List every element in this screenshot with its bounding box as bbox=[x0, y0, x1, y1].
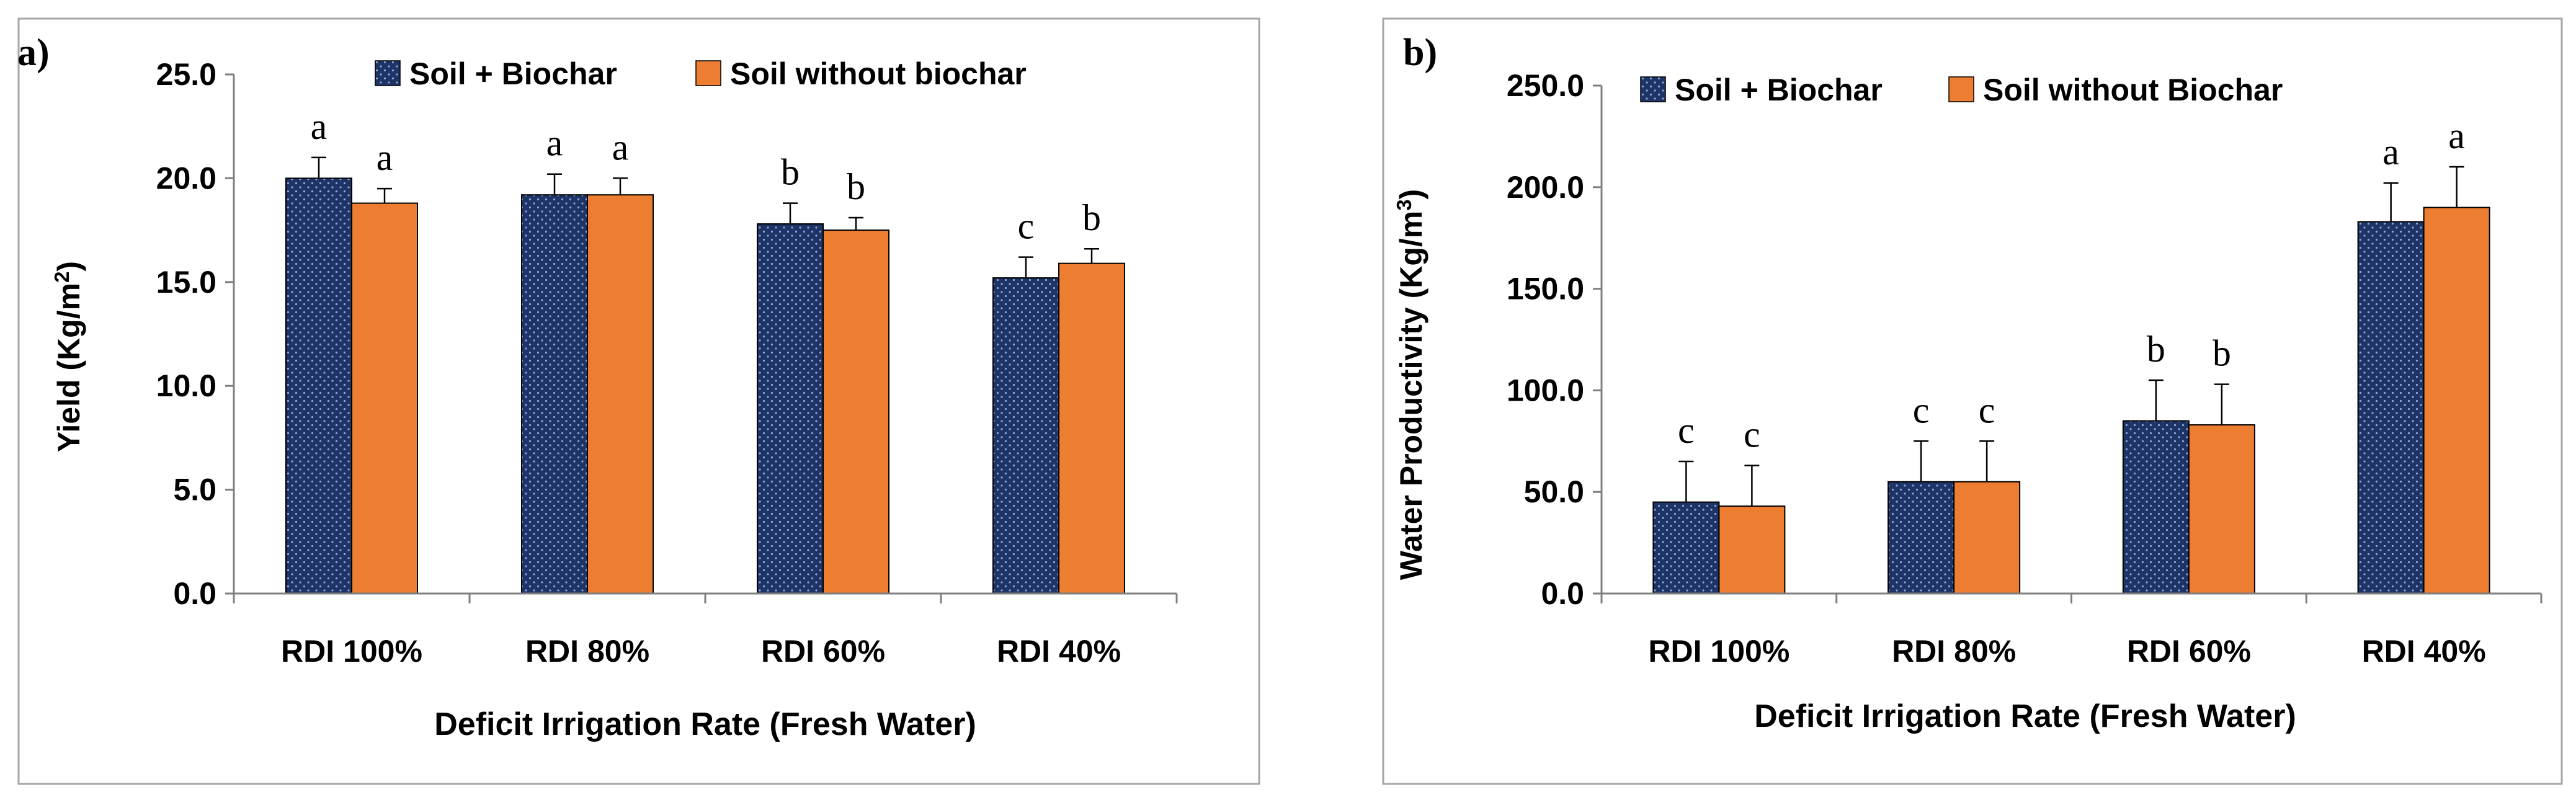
y-tick-label: 10.0 bbox=[156, 368, 216, 403]
bar-no-biochar bbox=[2188, 424, 2255, 594]
y-tick-label: 150.0 bbox=[1507, 272, 1584, 306]
x-tick-label: RDI 40% bbox=[997, 634, 1121, 669]
bar-biochar bbox=[1887, 481, 1955, 594]
y-axis-title-main: Water Productivity (Kg/m bbox=[1394, 211, 1428, 580]
bars: a a a a b b c b bbox=[285, 106, 1125, 595]
bar-no-biochar bbox=[1058, 262, 1125, 594]
y-tick-label: 50.0 bbox=[1524, 474, 1584, 509]
chart-panel-a: a) Soil + Biochar Soil without biochar 0… bbox=[17, 17, 1260, 785]
bar-biochar bbox=[285, 177, 352, 594]
y-tick-label: 20.0 bbox=[156, 161, 216, 195]
bar-no-biochar bbox=[2423, 207, 2490, 594]
y-tick-label: 15.0 bbox=[156, 265, 216, 300]
y-tick-label: 200.0 bbox=[1507, 170, 1584, 205]
significance-letter: b bbox=[847, 166, 865, 207]
panel-label: b) bbox=[1403, 32, 1437, 74]
legend-swatch-no-biochar bbox=[695, 60, 721, 86]
y-axis: 0.0 50.0 100.0 150.0 200.0 250.0 bbox=[1507, 68, 1603, 611]
x-axis-title: Deficit Irrigation Rate (Fresh Water) bbox=[434, 706, 976, 742]
legend-label-biochar: Soil + Biochar bbox=[409, 56, 617, 91]
y-axis: 0.0 5.0 10.0 15.0 20.0 25.0 bbox=[156, 57, 235, 611]
significance-letter: c bbox=[1744, 414, 1760, 455]
x-axis-title: Deficit Irrigation Rate (Fresh Water) bbox=[1754, 698, 2296, 734]
legend-swatch-no-biochar bbox=[1948, 76, 1974, 102]
y-tick-label: 5.0 bbox=[173, 473, 216, 507]
y-tick-label: 25.0 bbox=[156, 57, 216, 92]
significance-letter: b bbox=[781, 152, 800, 193]
legend-swatch-biochar bbox=[375, 60, 401, 86]
significance-letter: a bbox=[546, 123, 563, 164]
legend: Soil + Biochar Soil without biochar bbox=[375, 56, 1027, 91]
bar-no-biochar bbox=[351, 202, 418, 594]
x-tick-label: RDI 40% bbox=[2362, 634, 2486, 669]
bars: c c c c b b a a bbox=[1652, 115, 2490, 595]
significance-letter: a bbox=[311, 106, 328, 147]
bar-biochar bbox=[757, 223, 824, 594]
chart-panel-b: b) Soil + Biochar Soil without Biochar 0… bbox=[1382, 17, 2563, 785]
y-axis-title-end: ) bbox=[51, 261, 86, 272]
bar-biochar bbox=[2357, 221, 2425, 594]
bar-no-biochar bbox=[587, 194, 654, 594]
significance-letter: c bbox=[1979, 389, 1995, 430]
y-axis-title: Water Productivity (Kg/m3) bbox=[1393, 189, 1428, 580]
significance-letter: c bbox=[1018, 206, 1035, 247]
x-tick-label: RDI 100% bbox=[1648, 634, 1789, 669]
significance-letter: a bbox=[612, 127, 629, 167]
x-tick-label: RDI 100% bbox=[281, 634, 422, 669]
y-axis-title-superscript: 3 bbox=[1393, 199, 1415, 210]
significance-letter: b bbox=[1082, 197, 1101, 238]
y-axis-title: Yield (Kg/m2) bbox=[50, 261, 86, 452]
y-tick-label: 0.0 bbox=[173, 576, 216, 611]
significance-letter: b bbox=[2147, 329, 2165, 370]
x-tick-label: RDI 60% bbox=[761, 634, 885, 669]
legend-label-no-biochar: Soil without biochar bbox=[730, 56, 1027, 91]
bar-no-biochar bbox=[1953, 481, 2021, 594]
bar-biochar bbox=[1652, 501, 1720, 595]
x-axis: RDI 100% RDI 80% RDI 60% RDI 40% bbox=[233, 592, 1178, 669]
bar-biochar bbox=[2122, 420, 2190, 594]
y-axis-title-main: Yield (Kg/m bbox=[51, 283, 86, 452]
legend-swatch-biochar bbox=[1640, 76, 1666, 102]
significance-letter: a bbox=[2382, 131, 2399, 172]
x-tick-label: RDI 80% bbox=[1892, 634, 2016, 669]
panel-label: a) bbox=[17, 32, 50, 74]
significance-letter: a bbox=[377, 137, 393, 178]
legend: Soil + Biochar Soil without Biochar bbox=[1640, 73, 2283, 107]
y-axis-title-end: ) bbox=[1394, 189, 1428, 200]
significance-letter: b bbox=[2213, 333, 2231, 374]
legend-label-biochar: Soil + Biochar bbox=[1675, 73, 1883, 107]
bar-no-biochar bbox=[822, 229, 889, 595]
bar-biochar bbox=[521, 194, 588, 594]
bar-biochar bbox=[992, 277, 1059, 594]
y-tick-label: 0.0 bbox=[1541, 576, 1584, 611]
significance-letter: c bbox=[1913, 389, 1930, 430]
y-axis-title-superscript: 2 bbox=[50, 272, 73, 283]
significance-letter: c bbox=[1678, 410, 1695, 451]
y-tick-label: 250.0 bbox=[1507, 68, 1584, 103]
x-axis: RDI 100% RDI 80% RDI 60% RDI 40% bbox=[1600, 592, 2543, 669]
legend-label-no-biochar: Soil without Biochar bbox=[1983, 73, 2283, 107]
y-tick-label: 100.0 bbox=[1507, 373, 1584, 407]
bar-no-biochar bbox=[1718, 505, 1786, 595]
x-tick-label: RDI 60% bbox=[2127, 634, 2251, 669]
significance-letter: a bbox=[2448, 115, 2465, 156]
x-tick-label: RDI 80% bbox=[525, 634, 649, 669]
